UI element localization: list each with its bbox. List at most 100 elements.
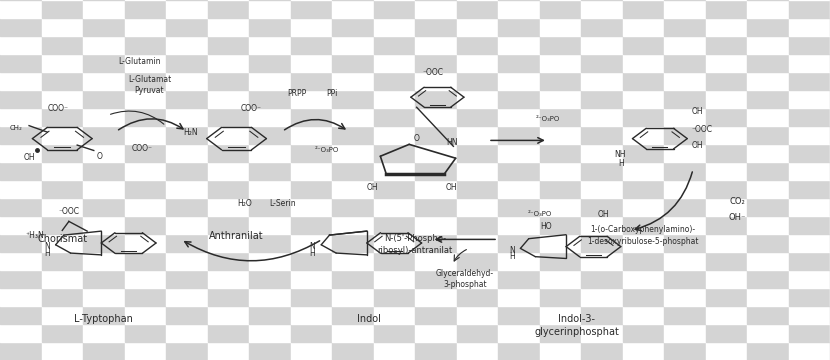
Bar	[124, 144, 166, 162]
Bar	[747, 198, 788, 216]
Bar	[706, 72, 747, 90]
Bar	[788, 144, 830, 162]
Bar	[374, 288, 415, 306]
Bar	[290, 180, 332, 198]
Bar	[498, 162, 540, 180]
Bar	[124, 288, 166, 306]
Bar	[42, 252, 83, 270]
Bar	[124, 90, 166, 108]
Bar	[788, 108, 830, 126]
Bar	[498, 324, 540, 342]
Bar	[664, 180, 706, 198]
Bar	[332, 216, 374, 234]
Bar	[42, 126, 83, 144]
Bar	[415, 198, 457, 216]
Bar	[332, 270, 374, 288]
Bar	[788, 306, 830, 324]
Bar	[208, 288, 249, 306]
Bar	[747, 72, 788, 90]
Text: 1-(o-Carboxyphenylamino)-
1-desoxyribulose-5-phosphat: 1-(o-Carboxyphenylamino)- 1-desoxyribulo…	[588, 225, 699, 246]
Text: OH: OH	[598, 210, 609, 219]
Bar	[124, 270, 166, 288]
Bar	[290, 288, 332, 306]
Bar	[747, 288, 788, 306]
Bar	[498, 144, 540, 162]
Bar	[0, 0, 42, 18]
Bar	[374, 90, 415, 108]
Text: H₂O: H₂O	[237, 199, 252, 208]
Bar	[747, 234, 788, 252]
Bar	[457, 306, 498, 324]
Bar	[415, 108, 457, 126]
Bar	[124, 324, 166, 342]
Bar	[249, 198, 290, 216]
Bar	[622, 234, 664, 252]
Bar	[581, 162, 622, 180]
Bar	[0, 180, 42, 198]
Bar	[290, 18, 332, 36]
Bar	[622, 306, 664, 324]
Bar	[42, 198, 83, 216]
Bar	[415, 216, 457, 234]
Bar	[415, 144, 457, 162]
Text: O: O	[413, 134, 419, 143]
Bar	[415, 270, 457, 288]
Bar	[706, 324, 747, 342]
Bar	[498, 54, 540, 72]
Bar	[374, 216, 415, 234]
Bar	[374, 36, 415, 54]
Bar	[166, 252, 208, 270]
Bar	[788, 234, 830, 252]
Bar	[249, 90, 290, 108]
Text: N-(5'-Phospho-
ribosyl)-antranilat: N-(5'-Phospho- ribosyl)-antranilat	[378, 234, 452, 255]
Bar	[332, 288, 374, 306]
Bar	[208, 72, 249, 90]
Bar	[788, 216, 830, 234]
Bar	[208, 108, 249, 126]
Bar	[498, 108, 540, 126]
Bar	[374, 0, 415, 18]
Bar	[457, 0, 498, 18]
Bar	[457, 144, 498, 162]
Bar	[706, 216, 747, 234]
Bar	[208, 342, 249, 360]
Bar	[498, 36, 540, 54]
Bar	[166, 54, 208, 72]
Bar	[124, 342, 166, 360]
Bar	[457, 126, 498, 144]
Bar	[415, 180, 457, 198]
Bar	[332, 162, 374, 180]
Bar	[622, 252, 664, 270]
Bar	[332, 180, 374, 198]
Bar	[498, 306, 540, 324]
Bar	[664, 36, 706, 54]
Bar	[747, 180, 788, 198]
Bar	[374, 72, 415, 90]
Bar	[83, 216, 124, 234]
Bar	[374, 270, 415, 288]
Bar	[664, 252, 706, 270]
Bar	[498, 180, 540, 198]
Bar	[622, 198, 664, 216]
Bar	[83, 342, 124, 360]
Bar	[42, 108, 83, 126]
Bar	[498, 288, 540, 306]
Bar	[747, 144, 788, 162]
Bar	[664, 72, 706, 90]
Bar	[581, 72, 622, 90]
Bar	[124, 162, 166, 180]
Bar	[747, 36, 788, 54]
Bar	[374, 324, 415, 342]
Bar	[706, 288, 747, 306]
Bar	[706, 126, 747, 144]
Bar	[747, 216, 788, 234]
Bar	[664, 216, 706, 234]
Bar	[457, 180, 498, 198]
Bar	[42, 18, 83, 36]
Text: HO: HO	[540, 222, 552, 231]
Bar	[415, 342, 457, 360]
Bar	[0, 126, 42, 144]
Bar	[290, 162, 332, 180]
Bar	[457, 72, 498, 90]
Bar	[83, 234, 124, 252]
